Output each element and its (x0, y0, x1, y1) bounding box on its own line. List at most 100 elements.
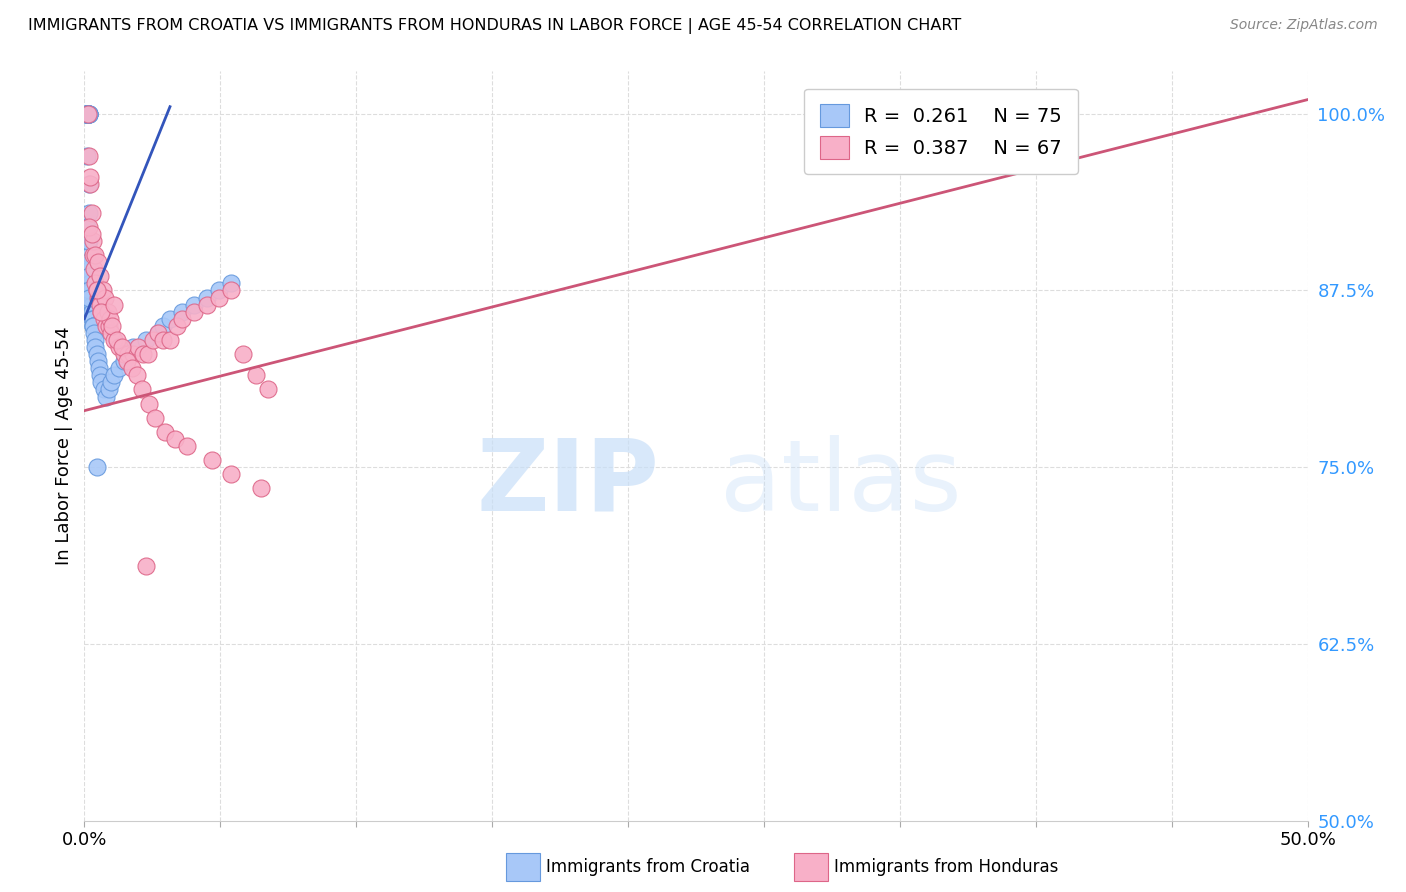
Point (79, 284, 101, 298)
Point (75, 107, 97, 121)
Point (103, 368, 125, 383)
Point (86, 347, 108, 361)
Point (136, 347, 159, 361)
Point (87, 361, 110, 376)
Point (80, 284, 103, 298)
Point (89, 269, 111, 284)
Point (84, 248, 107, 262)
Point (112, 347, 135, 361)
Point (77, 107, 100, 121)
Point (122, 340, 145, 354)
Point (100, 376, 122, 390)
Point (98, 311, 121, 326)
Point (135, 333, 157, 347)
Point (76, 107, 98, 121)
Point (87, 354, 110, 368)
Point (80, 291, 103, 305)
Point (219, 277, 242, 291)
Point (183, 298, 205, 312)
Point (82, 311, 104, 326)
Point (159, 333, 181, 347)
Point (75, 107, 97, 121)
Point (87, 255, 110, 269)
Point (84, 340, 107, 354)
Point (77, 255, 100, 269)
Point (97, 318, 120, 333)
Point (100, 326, 122, 340)
Point (146, 326, 169, 340)
Point (115, 354, 138, 368)
Point (77, 107, 100, 121)
Point (146, 326, 169, 340)
Point (77, 178, 100, 192)
Point (94, 291, 117, 305)
Point (107, 361, 129, 376)
Point (76, 107, 98, 121)
Point (249, 482, 271, 496)
Point (122, 347, 145, 361)
Point (153, 425, 176, 439)
Text: Immigrants from Honduras: Immigrants from Honduras (834, 858, 1059, 876)
Point (195, 291, 218, 305)
Point (80, 284, 103, 298)
Point (183, 304, 205, 318)
Point (77, 107, 100, 121)
Point (172, 304, 194, 318)
Point (83, 262, 105, 277)
Point (176, 439, 198, 453)
Point (82, 318, 104, 333)
Point (77, 284, 100, 298)
Point (86, 460, 108, 475)
Point (82, 318, 104, 333)
Point (143, 410, 166, 425)
Point (172, 311, 194, 326)
Point (159, 311, 181, 326)
Point (96, 390, 118, 404)
Point (200, 453, 222, 467)
Point (166, 318, 188, 333)
Point (77, 149, 100, 163)
Point (89, 298, 111, 312)
Point (77, 107, 100, 121)
Point (82, 304, 104, 318)
Text: atlas: atlas (720, 435, 962, 532)
Point (77, 107, 100, 121)
Point (76, 219, 98, 234)
Point (79, 269, 101, 284)
Point (80, 291, 103, 305)
Point (125, 368, 148, 383)
Point (232, 347, 254, 361)
Point (79, 205, 101, 219)
Point (80, 298, 103, 312)
Point (90, 304, 112, 318)
Point (87, 291, 110, 305)
Point (76, 107, 98, 121)
Point (103, 333, 125, 347)
Point (101, 318, 124, 333)
Point (111, 340, 134, 354)
Point (138, 396, 160, 410)
Point (90, 376, 112, 390)
Y-axis label: In Labor Force | Age 45-54: In Labor Force | Age 45-54 (55, 326, 73, 566)
Point (77, 269, 100, 284)
Point (77, 107, 100, 121)
Point (127, 340, 149, 354)
Point (142, 333, 165, 347)
Point (86, 284, 108, 298)
Point (80, 227, 103, 241)
Text: Immigrants from Croatia: Immigrants from Croatia (546, 858, 749, 876)
Point (82, 318, 104, 333)
Point (76, 107, 98, 121)
Point (79, 291, 101, 305)
Point (219, 284, 242, 298)
Point (219, 467, 242, 482)
Point (82, 234, 104, 248)
Point (117, 347, 139, 361)
Point (76, 107, 98, 121)
Point (90, 304, 112, 318)
Point (80, 284, 103, 298)
Point (87, 291, 110, 305)
Point (82, 248, 104, 262)
Point (79, 234, 101, 248)
Point (77, 219, 100, 234)
